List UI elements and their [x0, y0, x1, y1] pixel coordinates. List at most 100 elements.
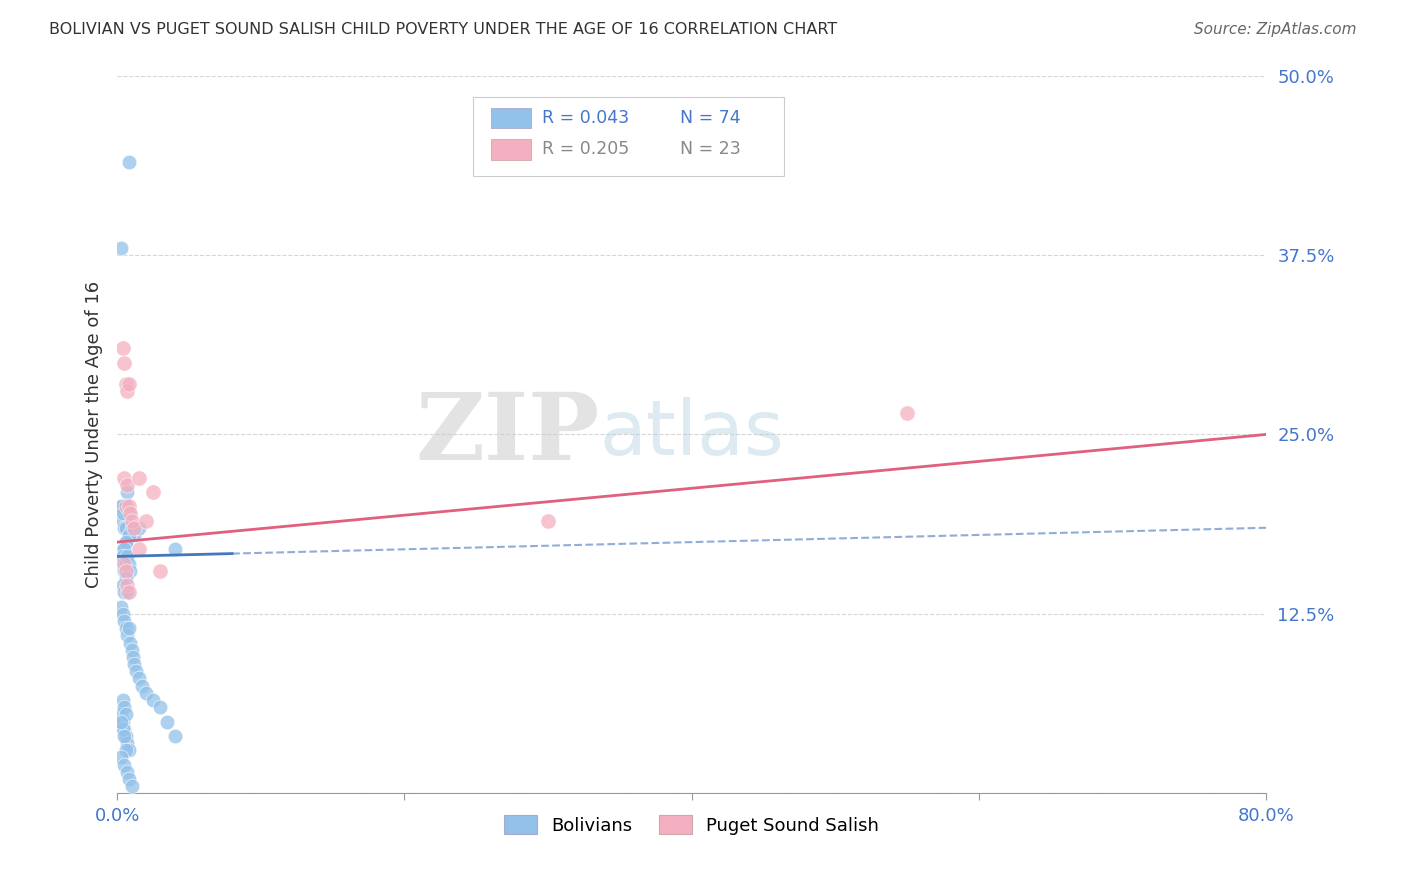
Point: [896, 406, 918, 420]
Point: [114, 621, 136, 635]
Point: [142, 484, 165, 499]
Point: [117, 507, 139, 521]
Point: [118, 154, 141, 169]
Point: [112, 470, 135, 484]
Text: N = 74: N = 74: [681, 109, 741, 127]
Point: [117, 384, 139, 399]
Point: [118, 500, 141, 514]
Point: [120, 635, 142, 649]
Point: [118, 557, 141, 571]
Point: [149, 700, 172, 714]
Point: [114, 557, 136, 571]
Point: [114, 564, 136, 578]
Point: [117, 585, 139, 599]
Point: [114, 500, 136, 514]
Point: [112, 521, 135, 535]
FancyBboxPatch shape: [474, 97, 783, 176]
FancyBboxPatch shape: [491, 139, 531, 160]
Point: [121, 521, 143, 535]
Point: [114, 377, 136, 392]
Point: [128, 470, 150, 484]
Point: [112, 542, 135, 557]
Point: [111, 549, 134, 564]
Point: [111, 507, 134, 521]
Point: [114, 500, 136, 514]
Point: [114, 707, 136, 722]
Point: [122, 650, 145, 665]
FancyBboxPatch shape: [491, 108, 531, 128]
Text: R = 0.043: R = 0.043: [543, 109, 630, 127]
Point: [135, 514, 157, 528]
Point: [111, 722, 134, 736]
Point: [117, 549, 139, 564]
Point: [537, 514, 560, 528]
Text: BOLIVIAN VS PUGET SOUND SALISH CHILD POVERTY UNDER THE AGE OF 16 CORRELATION CHA: BOLIVIAN VS PUGET SOUND SALISH CHILD POV…: [49, 22, 838, 37]
Point: [121, 779, 143, 793]
Point: [114, 521, 136, 535]
Point: [112, 700, 135, 714]
Point: [118, 528, 141, 542]
Point: [117, 484, 139, 499]
Point: [124, 521, 146, 535]
Point: [114, 571, 136, 585]
Point: [131, 679, 153, 693]
Point: [163, 729, 186, 743]
Point: [110, 707, 132, 722]
Point: [110, 500, 132, 514]
Point: [163, 542, 186, 557]
Y-axis label: Child Poverty Under the Age of 16: Child Poverty Under the Age of 16: [86, 281, 103, 588]
Point: [112, 729, 135, 743]
Point: [110, 599, 132, 614]
Point: [111, 607, 134, 621]
Point: [121, 642, 143, 657]
Point: [125, 665, 148, 679]
Point: [118, 528, 141, 542]
Point: [117, 736, 139, 750]
Point: [111, 514, 134, 528]
Point: [110, 241, 132, 255]
Point: [110, 750, 132, 764]
Point: [114, 521, 136, 535]
Text: N = 23: N = 23: [681, 140, 741, 159]
Point: [112, 557, 135, 571]
Point: [114, 729, 136, 743]
Point: [142, 693, 165, 707]
Point: [111, 714, 134, 729]
Point: [118, 743, 141, 757]
Point: [135, 686, 157, 700]
Point: [111, 693, 134, 707]
Point: [111, 578, 134, 592]
Point: [112, 722, 135, 736]
Point: [149, 564, 172, 578]
Point: [111, 542, 134, 557]
Point: [112, 500, 135, 514]
Point: [118, 772, 141, 786]
Point: [117, 477, 139, 491]
Point: [156, 714, 179, 729]
Point: [112, 549, 135, 564]
Point: [117, 549, 139, 564]
Text: Source: ZipAtlas.com: Source: ZipAtlas.com: [1194, 22, 1357, 37]
Legend: Bolivians, Puget Sound Salish: Bolivians, Puget Sound Salish: [505, 815, 879, 835]
Point: [114, 535, 136, 549]
Point: [117, 764, 139, 779]
Text: ZIP: ZIP: [416, 390, 600, 479]
Text: R = 0.205: R = 0.205: [543, 140, 630, 159]
Point: [112, 614, 135, 628]
Point: [118, 621, 141, 635]
Point: [120, 507, 142, 521]
Point: [112, 564, 135, 578]
Point: [110, 557, 132, 571]
Point: [118, 507, 141, 521]
Point: [111, 500, 134, 514]
Text: atlas: atlas: [600, 398, 785, 472]
Point: [118, 377, 141, 392]
Point: [112, 585, 135, 599]
Point: [120, 564, 142, 578]
Point: [114, 743, 136, 757]
Point: [114, 535, 136, 549]
Point: [128, 672, 150, 686]
Point: [117, 628, 139, 642]
Point: [112, 757, 135, 772]
Point: [112, 507, 135, 521]
